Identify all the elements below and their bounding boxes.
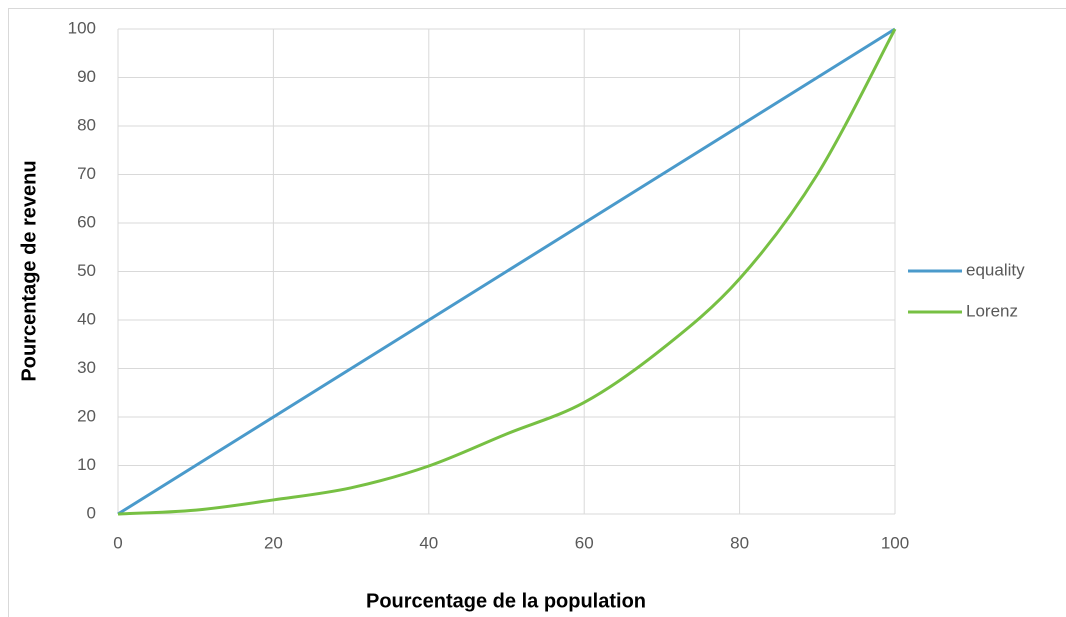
y-axis-title: Pourcentage de revenu: [18, 160, 40, 381]
y-tick-label: 90: [77, 67, 96, 86]
y-tick-label: 60: [77, 212, 96, 231]
legend-label: equality: [966, 260, 1025, 279]
y-tick-label: 100: [68, 18, 96, 37]
x-tick-label: 60: [575, 533, 594, 552]
legend-label: Lorenz: [966, 301, 1018, 320]
x-tick-label: 100: [881, 533, 909, 552]
x-axis-title: Pourcentage de la population: [366, 590, 646, 612]
x-tick-label: 40: [419, 533, 438, 552]
series-line: [117, 28, 897, 516]
y-tick-label: 40: [77, 309, 96, 328]
x-tick-label: 0: [113, 533, 122, 552]
series-line: [117, 27, 896, 516]
y-tick-label: 0: [87, 503, 96, 522]
chart-border: [8, 8, 1066, 617]
y-tick-label: 50: [77, 261, 96, 280]
x-tick-label: 80: [730, 533, 749, 552]
y-tick-label: 70: [77, 164, 96, 183]
y-tick-label: 20: [77, 406, 96, 425]
x-tick-label: 20: [264, 533, 283, 552]
y-tick-label: 80: [77, 115, 96, 134]
y-tick-label: 10: [77, 455, 96, 474]
y-tick-label: 30: [77, 358, 96, 377]
